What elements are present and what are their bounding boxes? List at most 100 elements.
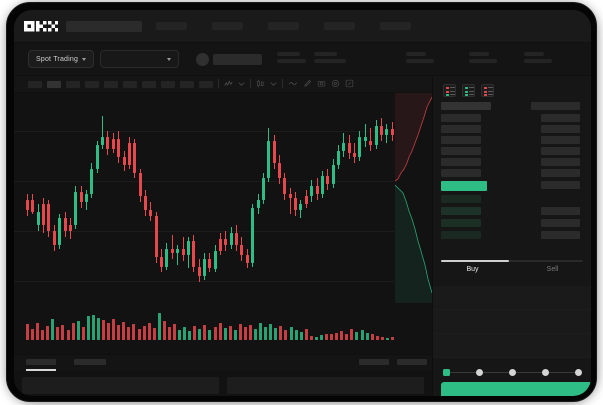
volume-bar bbox=[208, 330, 212, 340]
nav-item-0[interactable] bbox=[156, 22, 187, 30]
volume-bar bbox=[340, 331, 344, 340]
slider-step-25[interactable] bbox=[476, 369, 483, 376]
chevron-down-icon[interactable] bbox=[270, 80, 277, 87]
bid-price-1[interactable] bbox=[441, 207, 481, 215]
tab-sell[interactable]: Sell bbox=[546, 266, 559, 273]
timeframe-9[interactable] bbox=[199, 81, 213, 88]
orders-tabs bbox=[14, 354, 432, 371]
volume-bar bbox=[223, 328, 227, 340]
fullscreen-icon[interactable] bbox=[345, 79, 354, 88]
volume-bar bbox=[31, 328, 35, 340]
volume-bar bbox=[188, 331, 192, 340]
bottom-panel-1[interactable] bbox=[227, 377, 424, 394]
submit-buy-button[interactable] bbox=[441, 382, 591, 396]
bid-price-2[interactable] bbox=[441, 219, 481, 227]
slider-step-100[interactable] bbox=[575, 369, 582, 376]
order-field-1[interactable] bbox=[433, 310, 591, 334]
orderbook-rows[interactable] bbox=[433, 102, 591, 260]
amount-slider[interactable] bbox=[443, 368, 583, 378]
timeframe-5[interactable] bbox=[123, 81, 137, 88]
pair-select[interactable] bbox=[100, 50, 179, 68]
volume-bar bbox=[309, 336, 313, 340]
price-chart[interactable] bbox=[14, 93, 432, 303]
orders-tab-1[interactable] bbox=[74, 359, 106, 365]
stat-label bbox=[277, 52, 300, 56]
spread-price bbox=[441, 181, 487, 191]
ask-price-0[interactable] bbox=[441, 114, 481, 122]
volume-bar bbox=[259, 322, 263, 340]
settings-icon[interactable] bbox=[331, 79, 340, 88]
volume-bar bbox=[345, 333, 349, 340]
nav-item-2[interactable] bbox=[268, 22, 299, 30]
okx-logo-icon[interactable] bbox=[24, 21, 58, 32]
slider-step-0[interactable] bbox=[443, 369, 450, 376]
volume-bar bbox=[81, 326, 85, 340]
timeframe-6[interactable] bbox=[142, 81, 156, 88]
bid-price-3[interactable] bbox=[441, 231, 481, 239]
volume-bar bbox=[264, 326, 268, 340]
timeframe-7[interactable] bbox=[161, 81, 175, 88]
slider-step-75[interactable] bbox=[542, 369, 549, 376]
chevron-down-icon bbox=[167, 58, 171, 61]
bid-amount-3 bbox=[541, 231, 580, 239]
volume-bar bbox=[76, 320, 80, 340]
line-chart-icon[interactable] bbox=[288, 79, 298, 88]
divider bbox=[218, 79, 219, 88]
orders-tab-3[interactable] bbox=[397, 359, 427, 365]
tab-buy[interactable]: Buy bbox=[466, 266, 479, 273]
timeframe-0[interactable] bbox=[28, 81, 42, 88]
chart-type-icon[interactable] bbox=[256, 79, 265, 88]
search-input[interactable] bbox=[66, 21, 142, 32]
stat-value bbox=[277, 59, 306, 63]
camera-icon[interactable] bbox=[317, 79, 326, 88]
bid-price-0[interactable] bbox=[441, 195, 481, 203]
chart-toolbar bbox=[14, 76, 432, 93]
pencil-icon[interactable] bbox=[303, 79, 312, 88]
orderbook-asks-icon[interactable] bbox=[481, 84, 494, 97]
indicators-icon[interactable] bbox=[224, 79, 233, 88]
ask-price-4[interactable] bbox=[441, 158, 481, 166]
market-type-label: Spot Trading bbox=[36, 55, 79, 63]
orders-tab-2[interactable] bbox=[359, 359, 389, 365]
gridline bbox=[14, 281, 394, 282]
ask-price-3[interactable] bbox=[441, 147, 481, 155]
stat-label bbox=[469, 52, 489, 56]
slider-step-50[interactable] bbox=[509, 369, 516, 376]
nav-item-1[interactable] bbox=[212, 22, 243, 30]
timeframe-8[interactable] bbox=[180, 81, 194, 88]
orderbook-scrollbar[interactable] bbox=[441, 260, 583, 262]
gridline bbox=[14, 231, 394, 232]
volume-bar bbox=[91, 314, 95, 340]
ask-price-2[interactable] bbox=[441, 136, 481, 144]
scrollbar-thumb[interactable] bbox=[441, 260, 509, 262]
timeframe-4[interactable] bbox=[104, 81, 118, 88]
timeframe-2[interactable] bbox=[66, 81, 80, 88]
nav-item-4[interactable] bbox=[380, 22, 411, 30]
volume-bar bbox=[178, 329, 182, 340]
ask-amount-3 bbox=[541, 147, 580, 155]
volume-bar bbox=[365, 332, 369, 340]
orderbook-panel: Buy Sell bbox=[432, 76, 591, 396]
bottom-panel-0[interactable] bbox=[22, 377, 219, 394]
volume-bar bbox=[127, 327, 131, 340]
ask-price-5[interactable] bbox=[441, 169, 481, 177]
stat-label bbox=[524, 52, 544, 56]
volume-bar bbox=[385, 337, 389, 340]
ask-price-1[interactable] bbox=[441, 125, 481, 133]
order-field-2[interactable] bbox=[433, 334, 591, 358]
timeframe-group bbox=[28, 81, 213, 88]
market-type-dropdown[interactable]: Spot Trading bbox=[28, 50, 95, 68]
timeframe-1[interactable] bbox=[47, 81, 61, 88]
orders-tab-0[interactable] bbox=[26, 359, 56, 365]
chevron-down-icon[interactable] bbox=[238, 80, 245, 87]
volume-bar bbox=[41, 330, 45, 340]
nav-item-3[interactable] bbox=[324, 22, 355, 30]
ask-amount-4 bbox=[541, 158, 580, 166]
orderbook-both-icon[interactable] bbox=[443, 84, 456, 97]
timeframe-3[interactable] bbox=[85, 81, 99, 88]
market-stat-4 bbox=[524, 52, 552, 63]
order-field-0[interactable] bbox=[433, 286, 591, 310]
volume-bar bbox=[380, 336, 384, 340]
volume-bar bbox=[370, 334, 374, 340]
orderbook-bids-icon[interactable] bbox=[462, 84, 475, 97]
